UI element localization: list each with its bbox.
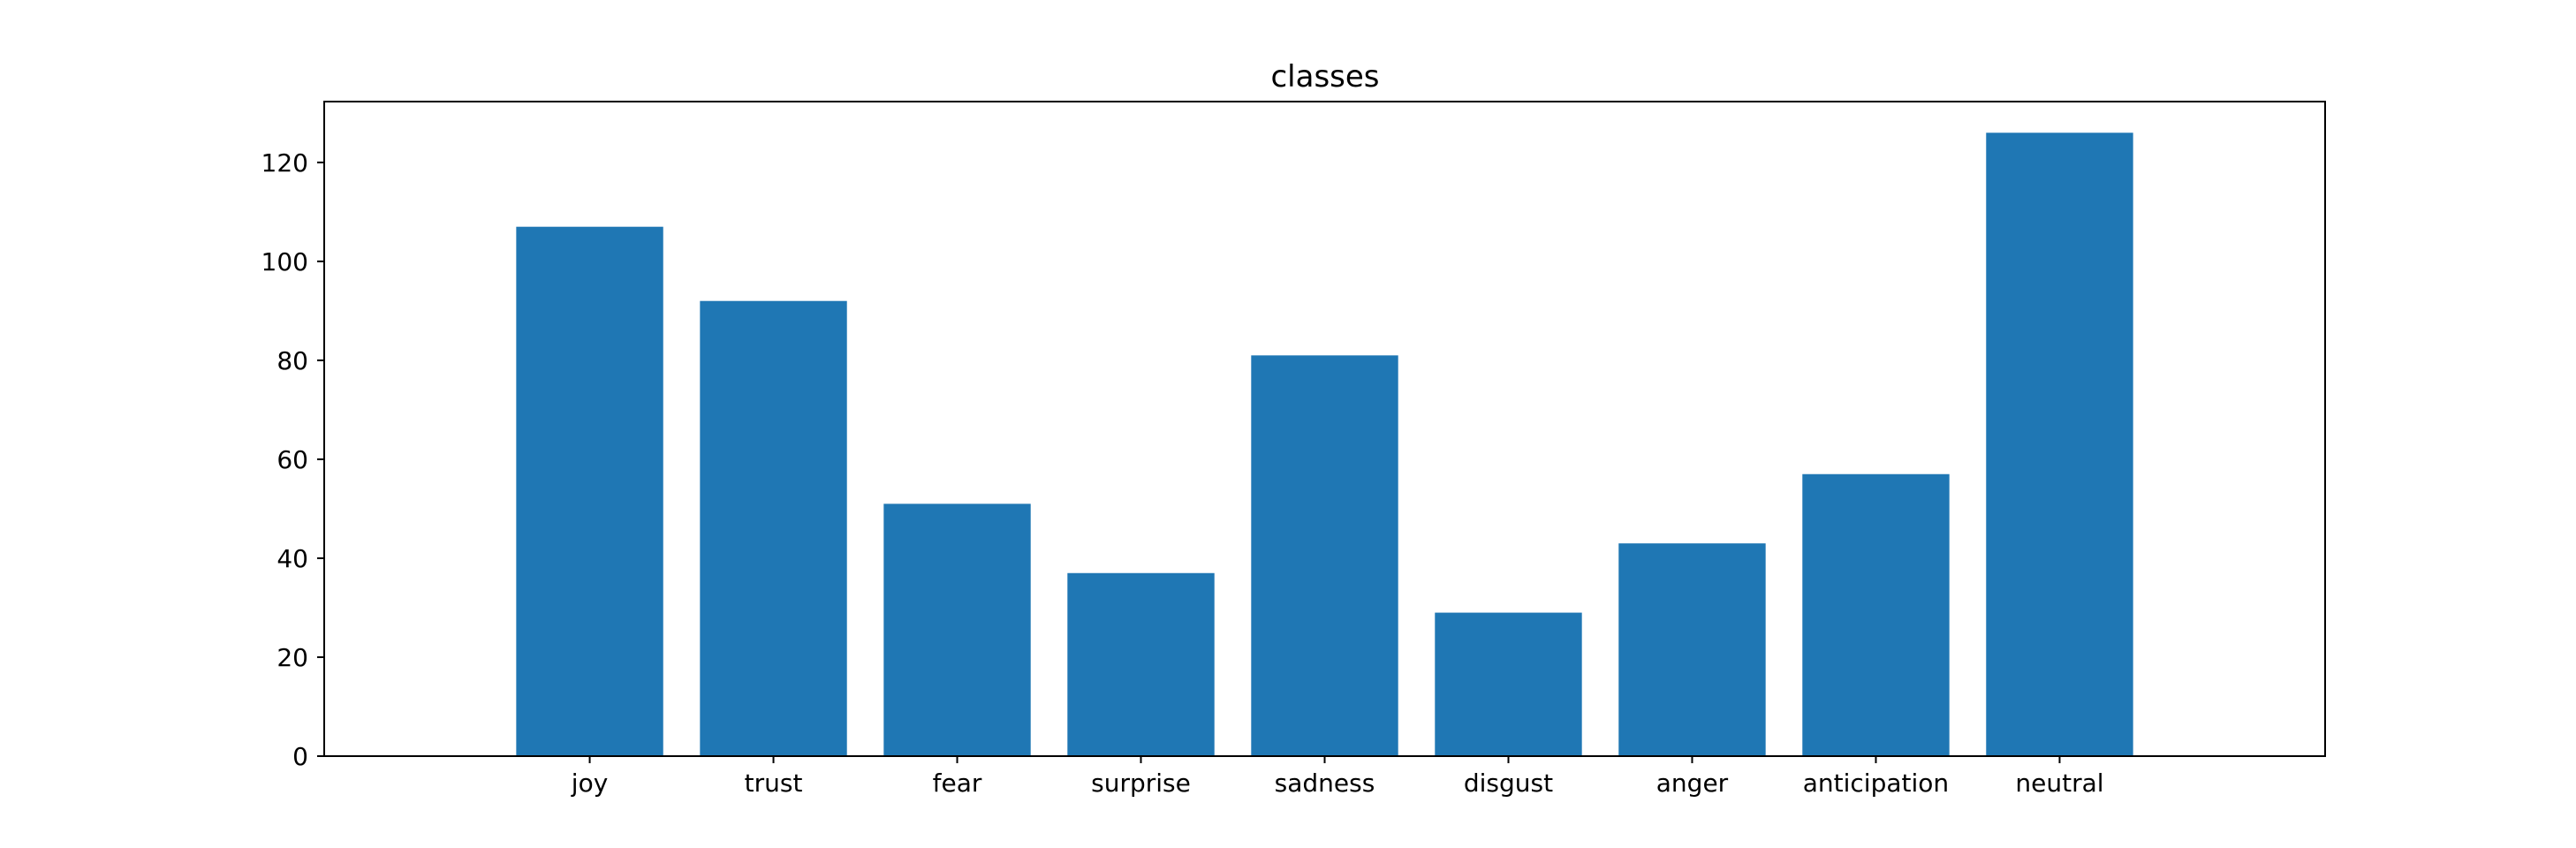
x-tick-label: anticipation bbox=[1803, 768, 1949, 798]
x-tick-label: anger bbox=[1656, 768, 1729, 798]
bar-sadness bbox=[1251, 355, 1398, 756]
bar-fear bbox=[883, 504, 1031, 756]
x-tick-label: joy bbox=[571, 768, 608, 798]
x-tick-label: fear bbox=[933, 768, 982, 798]
x-tick-label: surprise bbox=[1091, 768, 1191, 798]
y-tick-label: 100 bbox=[261, 247, 308, 276]
x-axis-ticks: joy trust fear surprise sadness disgust anger a… bbox=[571, 756, 2104, 798]
x-tick-label: sadness bbox=[1275, 768, 1375, 798]
x-tick-label: neutral bbox=[2015, 768, 2103, 798]
bar-series bbox=[516, 132, 2133, 757]
y-axis-ticks: 0 20 40 60 80 100 120 bbox=[261, 148, 324, 771]
y-tick-label: 80 bbox=[277, 346, 308, 375]
bar-trust bbox=[700, 300, 847, 756]
bar-anticipation bbox=[1802, 473, 1950, 756]
bar-joy bbox=[516, 226, 663, 756]
bar-neutral bbox=[1986, 132, 2133, 757]
x-tick-label: trust bbox=[745, 768, 803, 798]
y-tick-label: 60 bbox=[277, 445, 308, 474]
y-tick-label: 0 bbox=[292, 742, 308, 771]
x-tick-label: disgust bbox=[1464, 768, 1553, 798]
bar-disgust bbox=[1435, 612, 1582, 756]
y-tick-label: 40 bbox=[277, 544, 308, 573]
y-tick-label: 20 bbox=[277, 643, 308, 672]
bar-surprise bbox=[1067, 572, 1215, 756]
bar-anger bbox=[1618, 543, 1766, 756]
y-tick-label: 120 bbox=[261, 148, 308, 178]
plot-frame bbox=[323, 101, 2326, 757]
chart-title: classes bbox=[1270, 59, 1379, 95]
